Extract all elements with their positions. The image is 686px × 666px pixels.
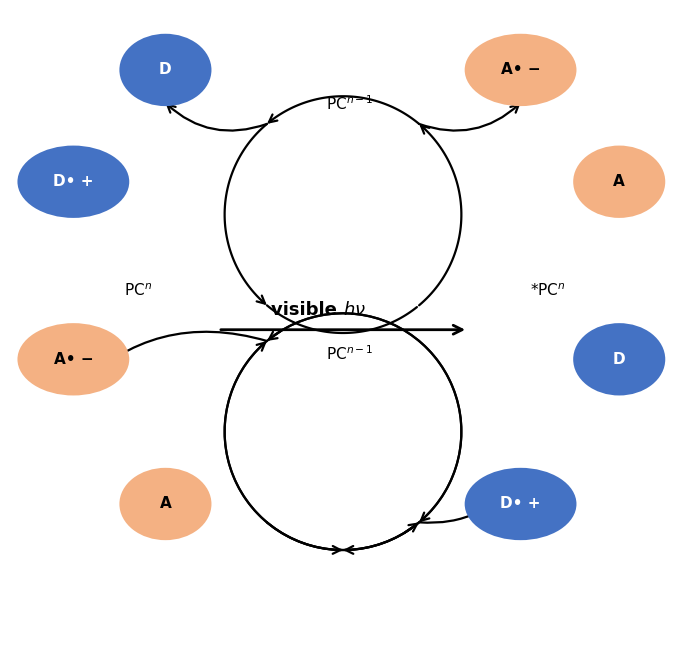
Text: visible: visible: [271, 300, 343, 318]
Ellipse shape: [573, 323, 665, 396]
Text: PC$^{n-1}$: PC$^{n-1}$: [326, 344, 373, 362]
Text: D• +: D• +: [53, 174, 93, 189]
FancyArrowPatch shape: [419, 105, 519, 131]
Text: A• −: A• −: [54, 352, 93, 367]
Ellipse shape: [119, 468, 211, 540]
FancyArrowPatch shape: [167, 105, 267, 131]
Ellipse shape: [464, 468, 576, 540]
Ellipse shape: [464, 34, 576, 106]
Text: D: D: [613, 352, 626, 367]
Text: $h\nu$: $h\nu$: [343, 300, 366, 318]
Text: A: A: [613, 174, 625, 189]
Text: PC$^{n-1}$: PC$^{n-1}$: [326, 94, 373, 113]
Text: D• +: D• +: [500, 496, 541, 511]
Ellipse shape: [119, 34, 211, 106]
Ellipse shape: [17, 323, 129, 396]
Text: PC$^n$: PC$^n$: [124, 282, 152, 298]
Text: A• −: A• −: [501, 63, 541, 77]
FancyArrowPatch shape: [75, 332, 267, 390]
Text: D: D: [159, 63, 172, 77]
FancyArrowPatch shape: [419, 474, 519, 523]
Text: A: A: [160, 496, 172, 511]
Text: *PC$^n$: *PC$^n$: [530, 282, 566, 298]
Ellipse shape: [573, 146, 665, 218]
Ellipse shape: [17, 146, 129, 218]
